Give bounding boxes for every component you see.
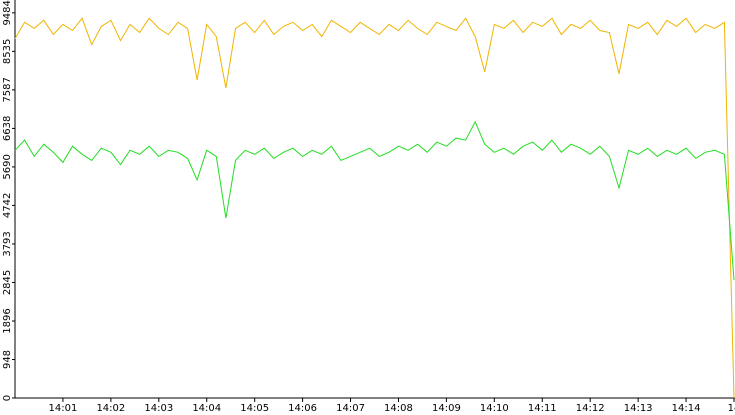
x-tick-label: 14:02 — [96, 403, 125, 414]
x-tick-label: 14:01 — [49, 403, 78, 414]
y-tick-label: 3793 — [2, 231, 13, 256]
x-tick-label: 14 — [728, 403, 735, 414]
y-tick-label: 8535 — [2, 39, 13, 64]
y-tick-label: 7587 — [2, 77, 13, 102]
x-tick-label: 14:09 — [432, 403, 461, 414]
y-tick-label: 0 — [2, 395, 13, 401]
x-tick-label: 14:11 — [528, 403, 557, 414]
x-tick-label: 14:13 — [624, 403, 653, 414]
x-tick-label: 14:07 — [336, 403, 365, 414]
y-tick-label: 6638 — [2, 116, 13, 141]
x-tick-label: 14:03 — [144, 403, 173, 414]
series-line — [14, 17, 735, 399]
y-tick-label: 5690 — [2, 154, 13, 179]
y-tick-label: 948 — [2, 350, 13, 369]
y-tick-label: 1896 — [2, 308, 13, 333]
y-tick-label: 2845 — [2, 270, 13, 295]
x-tick-label: 14:08 — [384, 403, 413, 414]
series-line — [14, 120, 735, 281]
y-tick-label: 4742 — [2, 193, 13, 218]
x-tick-label: 14:14 — [672, 403, 701, 414]
x-tick-label: 14:12 — [576, 403, 605, 414]
x-tick-label: 14:06 — [288, 403, 317, 414]
x-tick-label: 14:04 — [192, 403, 221, 414]
x-tick-label: 14:05 — [240, 403, 269, 414]
x-tick-label: 14:10 — [480, 403, 509, 414]
y-tick-label: 9484 — [2, 0, 13, 25]
